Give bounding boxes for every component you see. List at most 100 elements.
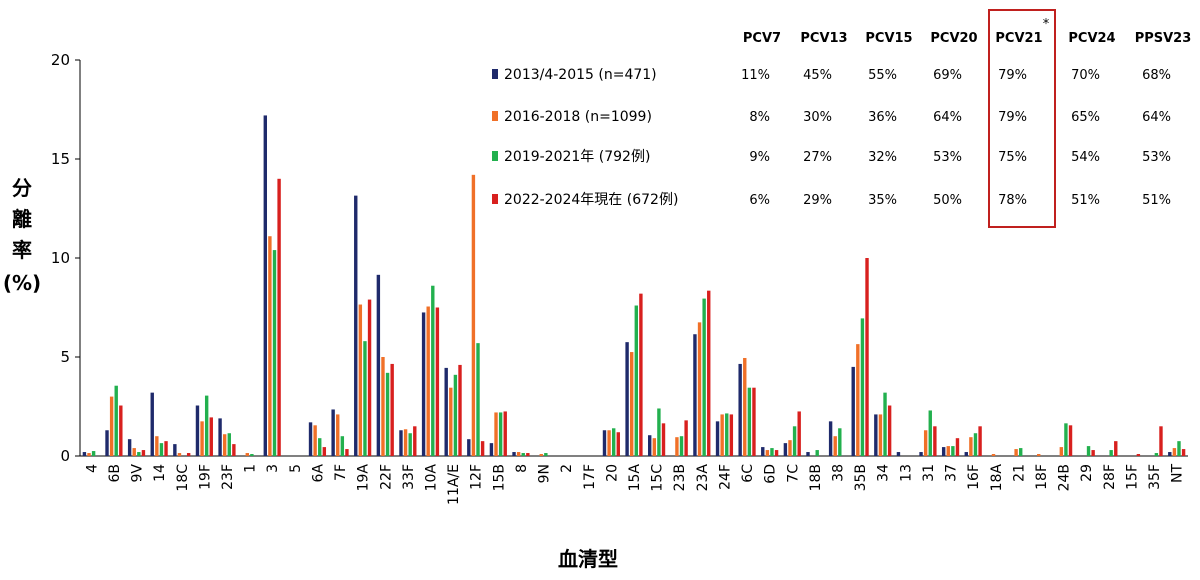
bar-6D-s4 [774,450,779,456]
table-cell: 50% [933,193,962,208]
x-tick-label: 11A/E [446,464,462,505]
table-cell: 8% [749,110,770,125]
bar-15C-s1 [648,435,652,456]
x-tick-label: 6B [107,464,123,483]
bar-19F-s2 [200,421,204,456]
bar-31-s2 [923,430,928,456]
bar-14-s3 [159,443,164,456]
bar-10A-s2 [426,306,430,456]
y-tick-label: 10 [51,249,70,267]
bar-15B-s4 [503,411,507,456]
bar-31-s4 [933,426,937,456]
x-tick-label: 23B [672,464,688,491]
bar-22F-s4 [390,363,394,456]
bar-28F-s3 [1109,450,1113,456]
bar-15B-s3 [498,412,503,456]
bar-1-s2 [245,453,249,456]
table-cell: 51% [1071,193,1100,208]
x-tick-label: 6A [310,464,326,483]
bar-23A-s1 [693,334,697,456]
table-cell: 79% [998,110,1027,125]
bar-7F-s2 [336,414,340,456]
bar-6B-s2 [109,396,114,456]
y-tick-label: 0 [60,447,70,465]
x-tick-label: 24B [1057,464,1073,491]
bar-29-s4 [1091,450,1095,456]
bar-9N-s2 [539,454,543,456]
bar-6D-s2 [765,450,770,456]
x-axis-title: 血清型 [558,547,618,571]
bar-9V-s2 [132,448,136,456]
bar-6A-s1 [308,422,313,456]
table-cell: 64% [933,110,962,125]
bar-14-s1 [150,392,154,456]
bar-10A-s1 [421,312,426,456]
bar-14-s2 [155,436,159,456]
x-tick-label: 18F [1034,464,1050,490]
x-tick-label: 9V [130,464,146,483]
table-header: PCV24 [1068,31,1115,46]
table-cell: 6% [749,193,770,208]
table-header: PCV20 [930,31,977,46]
bar-13-s1 [896,452,901,456]
bar-6A-s3 [318,438,322,456]
bar-9V-s4 [141,450,146,456]
bar-15C-s4 [661,423,666,456]
x-tick-label: 22F [378,464,394,490]
bar-9N-s3 [544,453,548,456]
table-cell: 65% [1071,110,1100,125]
x-tick-label: 29 [1079,464,1095,482]
bar-8-s2 [516,452,521,456]
bar-23A-s3 [702,298,706,456]
bar-9V-s1 [127,439,132,456]
bar-12F-s1 [467,439,471,456]
bar-6C-s4 [752,387,756,456]
bar-23B-s3 [679,436,684,456]
table-cell: 70% [1071,68,1100,83]
bar-31-s1 [919,452,923,456]
bar-23F-s3 [227,433,231,456]
table-header: PCV7 [743,31,781,46]
bar-21-s2 [1014,449,1018,456]
bar-33F-s4 [413,426,417,456]
chart-bars [82,115,1186,457]
bar-12F-s4 [480,441,485,456]
y-axis-title-unit: (%) [3,271,41,295]
table-cell: 79% [998,68,1027,83]
table-cell: 75% [998,150,1027,165]
bar-23B-s2 [675,437,679,456]
bar-35F-s3 [1154,453,1159,456]
bar-24B-s2 [1059,447,1064,456]
bar-29-s3 [1086,446,1091,456]
bar-7C-s3 [792,426,797,456]
x-tick-label: 13 [898,464,914,482]
legend-label: 2016-2018 (n=1099) [504,109,652,125]
bar-NT-s2 [1172,448,1177,456]
bar-28F-s4 [1114,441,1118,456]
bar-18F-s2 [1037,454,1041,456]
bar-16F-s4 [978,426,982,456]
bar-NT-s4 [1181,449,1186,456]
table-cell: 69% [933,68,962,83]
bar-3-s3 [272,250,277,456]
x-tick-label: 6C [740,464,756,483]
bar-11AE-s3 [453,374,458,456]
bar-19A-s4 [367,299,372,456]
x-tick-label: 31 [921,464,937,482]
bar-12F-s2 [471,174,476,456]
bar-3-s4 [277,178,281,457]
highlight-mark: * [1043,17,1050,32]
bar-18B-s1 [806,452,810,456]
legend-swatch [492,151,498,161]
bar-1-s3 [250,454,254,456]
bar-24F-s1 [715,421,720,456]
bar-23A-s2 [697,322,702,456]
bar-19F-s3 [204,395,209,456]
table-cell: 35% [868,193,897,208]
bar-24F-s4 [729,414,734,456]
bar-3-s1 [263,115,267,456]
bar-18C-s1 [173,444,177,456]
legend-swatch [492,111,498,121]
x-tick-label: 1 [243,464,259,473]
